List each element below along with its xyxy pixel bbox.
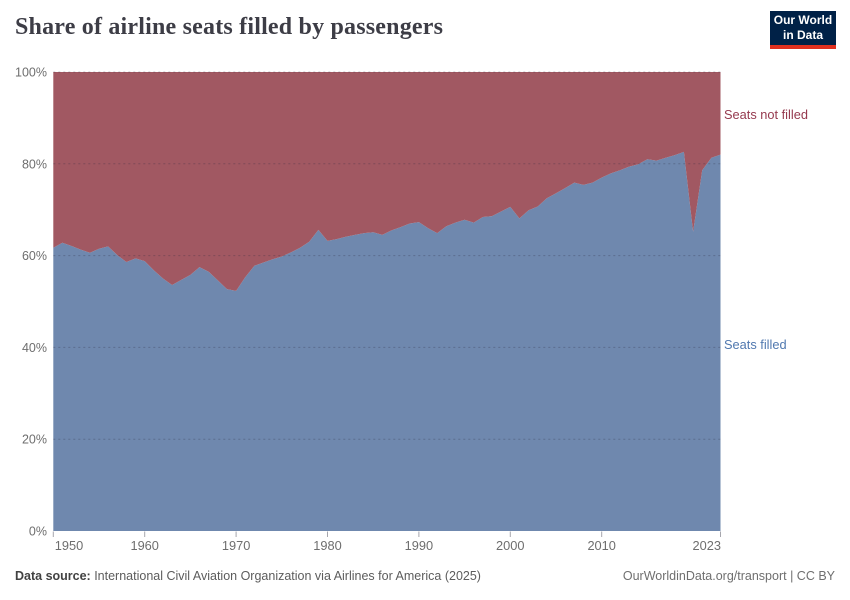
- x-axis-label-2023: 2023: [693, 538, 721, 553]
- data-source-label: Data source:: [15, 569, 91, 583]
- data-source-line: Data source: International Civil Aviatio…: [15, 569, 481, 583]
- y-axis-label-20: 20%: [22, 433, 47, 447]
- footer-right: OurWorldinData.org/transport | CC BY: [623, 569, 835, 583]
- license-label: CC BY: [796, 569, 835, 583]
- y-axis-label-80: 80%: [22, 157, 47, 171]
- seats-not-filled-area[interactable]: [53, 72, 721, 291]
- owid-logo-box: Our World in Data: [770, 11, 836, 45]
- y-axis-label-0: 0%: [29, 525, 47, 539]
- seats-filled-area[interactable]: [53, 151, 721, 531]
- x-axis-label-1960: 1960: [130, 538, 158, 553]
- x-axis-label-2000: 2000: [496, 538, 524, 553]
- y-axis-label-60: 60%: [22, 249, 47, 263]
- chart-title: Share of airline seats filled by passeng…: [15, 14, 444, 40]
- x-axis-label-1970: 1970: [222, 538, 250, 553]
- series-label-seats-filled: Seats filled: [724, 337, 787, 352]
- owid-transport-link[interactable]: OurWorldinData.org/transport: [622, 569, 787, 583]
- series-label-seats-not-filled: Seats not filled: [724, 107, 808, 122]
- owid-logo[interactable]: Our World in Data: [770, 11, 836, 49]
- owid-logo-accent-bar: [770, 45, 836, 49]
- x-axis-label-2010: 2010: [587, 538, 615, 553]
- footer-separator: |: [786, 569, 797, 583]
- owid-logo-line2: in Data: [782, 28, 823, 42]
- y-axis-label-100: 100%: [15, 66, 47, 80]
- chart-footer: Data source: International Civil Aviatio…: [15, 569, 835, 589]
- y-axis-label-40: 40%: [22, 341, 47, 355]
- x-axis-label-1980: 1980: [313, 538, 341, 553]
- x-axis-label-1950: 1950: [55, 538, 83, 553]
- x-axis-label-1990: 1990: [405, 538, 433, 553]
- owid-logo-line1: Our World: [773, 13, 833, 28]
- data-source-text: International Civil Aviation Organizatio…: [90, 569, 481, 583]
